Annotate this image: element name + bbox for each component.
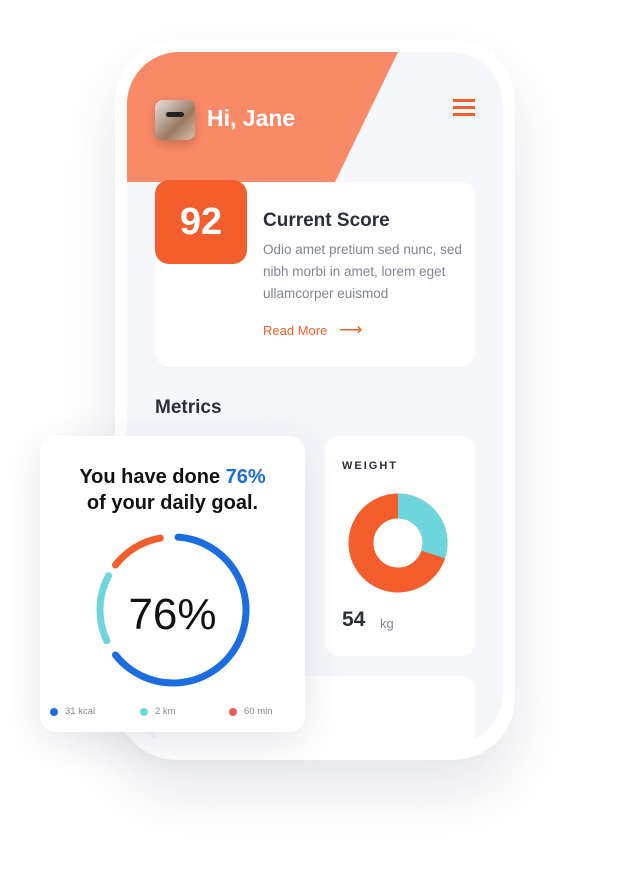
weight-slice-cyan	[348, 493, 448, 593]
legend-km: 2 km	[140, 706, 176, 717]
arrow-right-icon: ⟶	[339, 322, 363, 339]
legend-min: 60 min	[229, 706, 273, 717]
goal-text: You have done 76% of your daily goal.	[79, 466, 266, 514]
goal-ring	[96, 533, 250, 687]
app-screen: Hi, Jane 92 Current Score Odio amet pret…	[127, 52, 503, 745]
read-more-label: Read More	[263, 323, 328, 338]
ring-segment-blue	[111, 533, 250, 687]
greeting: Hi, Jane	[207, 105, 296, 131]
goal-percent: 76%	[128, 590, 217, 639]
daily-goal-card[interactable]: You have done 76% of your daily goal. 76%…	[40, 436, 305, 732]
weight-value: 54	[342, 608, 366, 631]
weight-donut	[348, 493, 448, 593]
weight-unit: kg	[380, 616, 394, 631]
avatar[interactable]	[155, 100, 195, 140]
header-background	[127, 52, 398, 182]
weight-label: WEIGHT	[342, 460, 398, 472]
ring-segment-cyan	[96, 572, 113, 645]
read-more-link[interactable]: Read More ⟶	[263, 320, 362, 340]
hamburger-icon[interactable]	[453, 99, 475, 117]
score-description: Odio amet pretium sed nunc, sed nibh mor…	[263, 242, 462, 301]
metrics-heading: Metrics	[155, 397, 222, 418]
score-title: Current Score	[263, 210, 390, 231]
legend-kcal: 31 kcal	[50, 706, 95, 717]
ring-segment-orange	[111, 534, 164, 569]
score-badge: 92	[155, 180, 247, 264]
weight-card[interactable]: WEIGHT 54 kg	[325, 436, 475, 656]
